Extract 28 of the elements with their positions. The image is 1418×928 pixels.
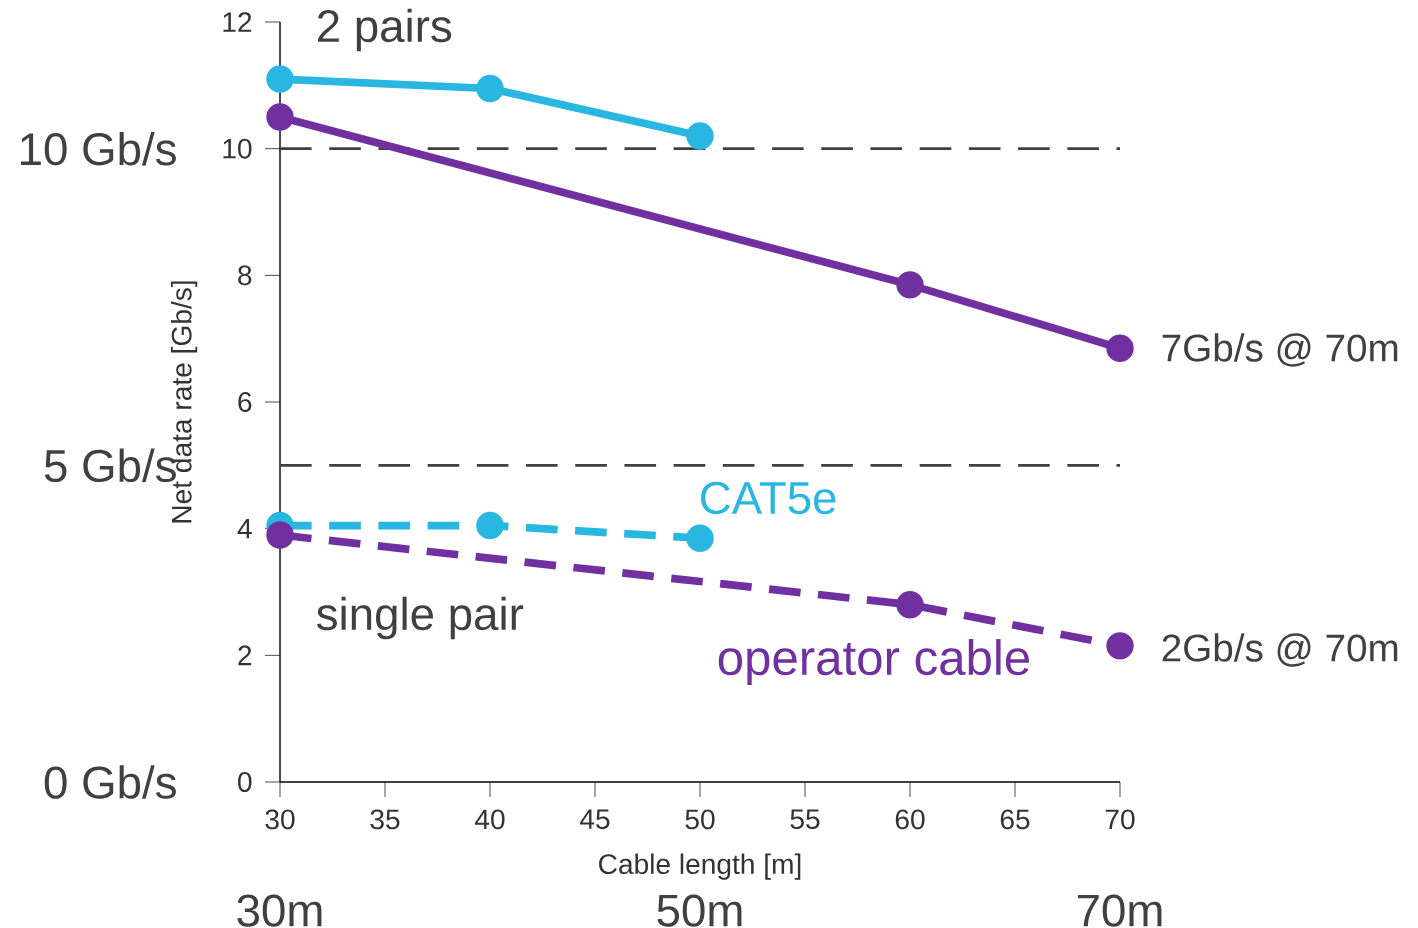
text: 7Gb/s @ 70m bbox=[1162, 333, 1398, 367]
y-tick-label: 6 bbox=[238, 392, 252, 412]
x-tick-label: 50 bbox=[685, 809, 715, 830]
x2-tick-label: 70m bbox=[1077, 894, 1162, 927]
y-tick-label: 0 bbox=[238, 772, 252, 792]
annotation: single pair bbox=[316, 596, 524, 640]
x-tick-label: 30 bbox=[265, 809, 295, 830]
y-tick-label: 4 bbox=[237, 519, 252, 539]
x-tick-label: 35 bbox=[370, 809, 400, 830]
y-tick-label: 8 bbox=[238, 265, 252, 286]
y2-tick-label: 10 Gb/s bbox=[21, 131, 176, 166]
x-axis-title: Cable length [m] bbox=[599, 853, 801, 880]
x-tick-label: 65 bbox=[1000, 809, 1030, 830]
x-tick-label: 60 bbox=[895, 809, 925, 830]
x-tick-label: 40 bbox=[475, 809, 505, 830]
x-tick-label: 45 bbox=[580, 809, 610, 830]
annotation: CAT5e bbox=[701, 481, 836, 515]
x-tick-label: 55 bbox=[790, 809, 820, 830]
x2-tick-label: 30m bbox=[237, 894, 322, 927]
y2-tick-label: 0 Gb/s bbox=[44, 765, 176, 799]
y-tick-label: 12 bbox=[223, 12, 252, 32]
text: 2Gb/s @ 70m bbox=[1162, 633, 1398, 667]
x2-tick-label: 50m bbox=[657, 894, 742, 927]
annotation: operator cable bbox=[718, 639, 1030, 685]
annotation: 2 pairs bbox=[318, 8, 452, 52]
y-tick-label: 2 bbox=[238, 645, 252, 666]
x-tick-label: 70 bbox=[1105, 809, 1135, 830]
y-tick-label: 10 bbox=[223, 138, 252, 159]
